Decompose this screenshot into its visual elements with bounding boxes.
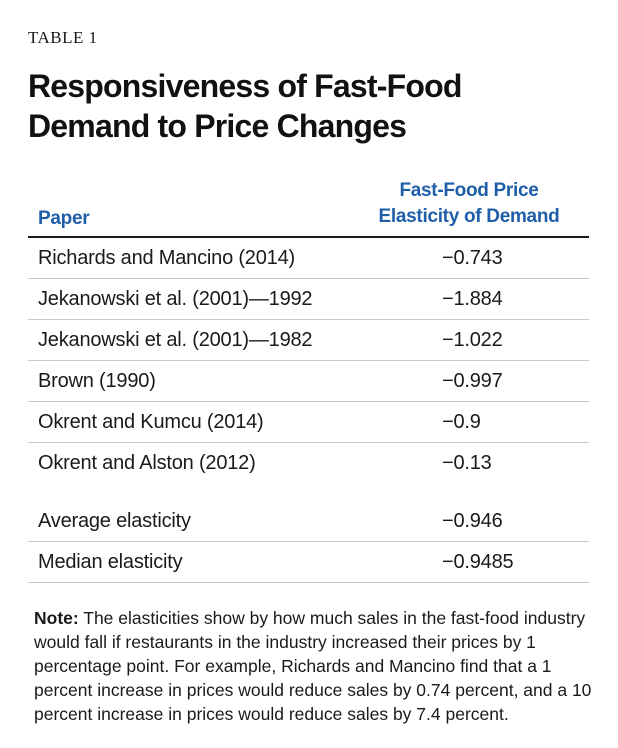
table-note: Note: The elasticities show by how much … [34, 606, 594, 726]
table-title-line-1: Responsiveness of Fast-Food [28, 68, 462, 104]
table-title-line-2: Demand to Price Changes [28, 108, 407, 144]
column-header-elasticity: Fast-Food Price Elasticity of Demand [359, 178, 579, 230]
table-header: Paper Fast-Food Price Elasticity of Dema… [28, 180, 589, 238]
elasticity-cell: −0.997 [442, 370, 503, 392]
elasticity-cell: −0.9 [442, 411, 481, 433]
note-label: Note: [34, 608, 79, 628]
summary-value: −0.9485 [442, 551, 514, 573]
table-kicker: TABLE 1 [28, 28, 98, 47]
elasticity-cell: −0.743 [442, 247, 503, 269]
paper-cell: Jekanowski et al. (2001)—1982 [38, 329, 313, 351]
table-title: Responsiveness of Fast-Food Demand to Pr… [28, 66, 588, 146]
elasticity-cell: −1.022 [442, 329, 503, 351]
table-row: Richards and Mancino (2014) −0.743 [28, 238, 589, 279]
column-header-paper: Paper [38, 208, 90, 229]
paper-cell: Okrent and Kumcu (2014) [38, 411, 264, 433]
note-text: The elasticities show by how much sales … [34, 608, 592, 724]
column-header-elasticity-line-1: Fast-Food Price [399, 180, 539, 201]
column-header-elasticity-line-2: Elasticity of Demand [378, 206, 560, 227]
elasticity-cell: −1.884 [442, 288, 503, 310]
table-row: Jekanowski et al. (2001)—1992 −1.884 [28, 279, 589, 320]
summary-label: Average elasticity [38, 510, 191, 532]
paper-cell: Jekanowski et al. (2001)—1992 [38, 288, 313, 310]
paper-cell: Richards and Mancino (2014) [38, 247, 295, 269]
summary-label: Median elasticity [38, 551, 183, 573]
paper-cell: Brown (1990) [38, 370, 156, 392]
table-row: Okrent and Kumcu (2014) −0.9 [28, 402, 589, 443]
summary-row-median: Median elasticity −0.9485 [28, 542, 589, 583]
table-row: Jekanowski et al. (2001)—1982 −1.022 [28, 320, 589, 361]
paper-cell: Okrent and Alston (2012) [38, 452, 256, 474]
summary-value: −0.946 [442, 510, 503, 532]
summary-row-average: Average elasticity −0.946 [28, 501, 589, 542]
table-spacer [28, 483, 589, 501]
elasticity-table: Paper Fast-Food Price Elasticity of Dema… [28, 180, 589, 583]
table-row: Brown (1990) −0.997 [28, 361, 589, 402]
elasticity-cell: −0.13 [442, 452, 492, 474]
table-row: Okrent and Alston (2012) −0.13 [28, 443, 589, 483]
